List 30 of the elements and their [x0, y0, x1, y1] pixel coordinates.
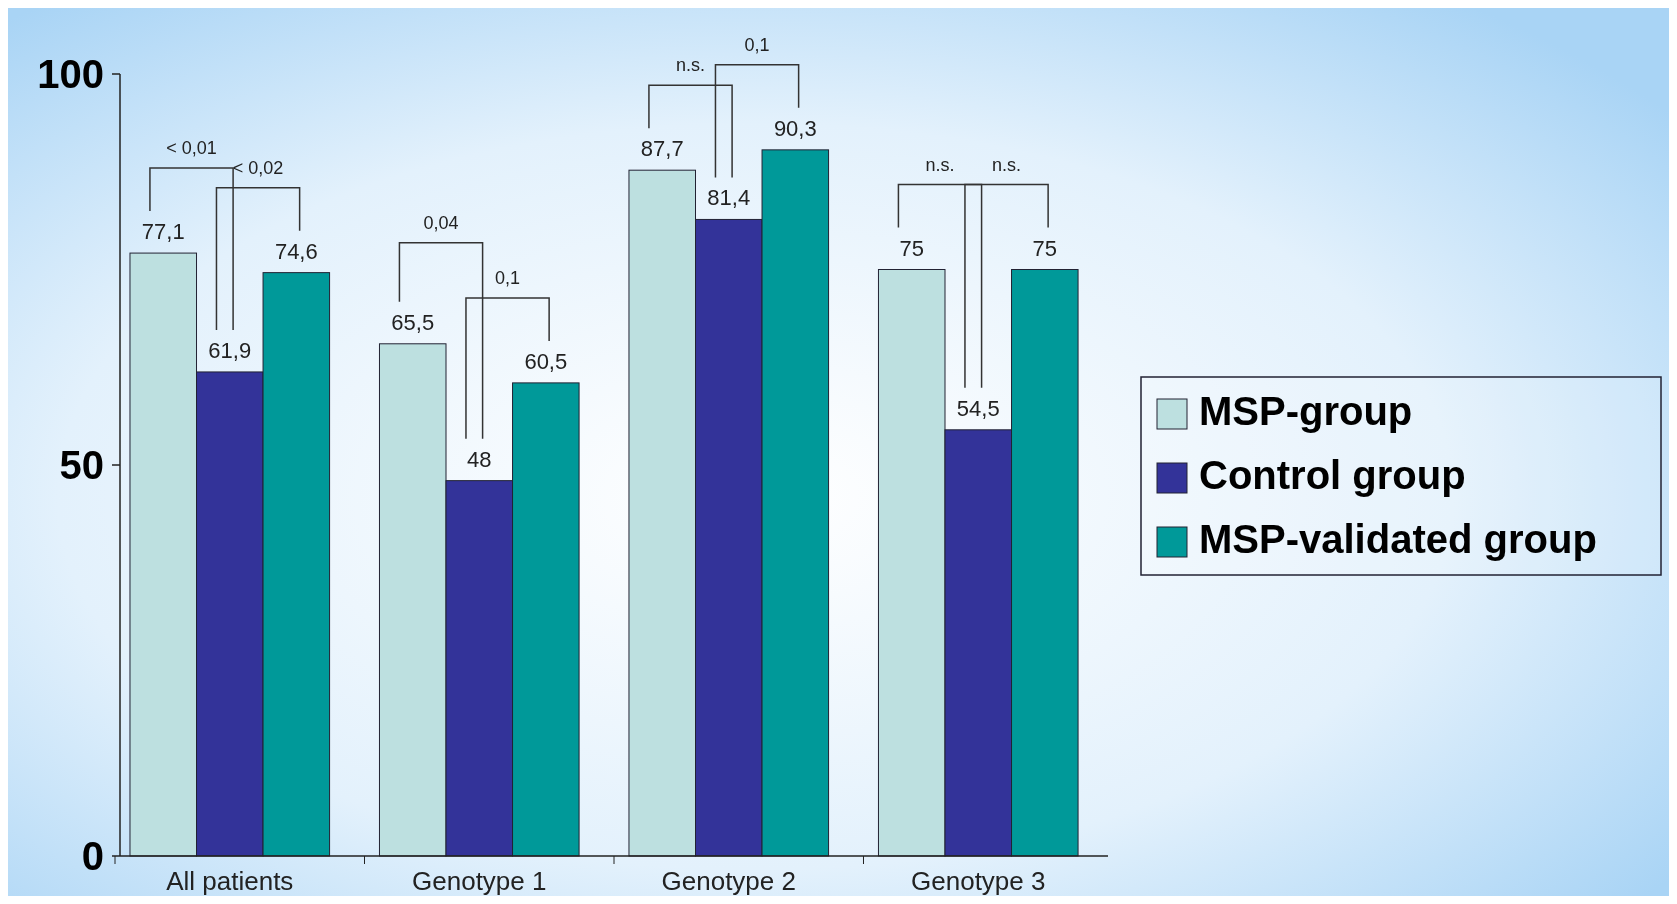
data-label: 77,1: [141, 219, 185, 245]
data-label: 65,5: [391, 309, 435, 335]
annotation: n.s.: [925, 154, 955, 175]
data-label: 54,5: [956, 395, 1000, 421]
annotation: 0,04: [423, 212, 459, 233]
annotation: < 0,02: [232, 157, 284, 178]
data-label: 81,4: [707, 185, 751, 211]
data-label: 60,5: [524, 348, 568, 374]
legend-label: Control group: [1199, 453, 1466, 497]
text: 0,1: [744, 34, 770, 55]
x-tick-label: All patients: [166, 866, 294, 896]
data-label: 90,3: [773, 115, 817, 141]
data-label: 74,6: [274, 238, 318, 264]
y-tick-label: 50: [59, 443, 104, 487]
annotation: n.s.: [676, 55, 706, 76]
data-label: 75: [899, 235, 924, 261]
legend-label: MSP-validated group: [1199, 517, 1597, 561]
annotation: < 0,01: [166, 138, 217, 159]
annotation: n.s.: [992, 154, 1022, 175]
x-tick-label: Genotype 1: [412, 866, 547, 896]
x-tick-label: Genotype 2: [661, 866, 796, 896]
data-label: 75: [1032, 235, 1058, 261]
x-tick-label: Genotype 3: [911, 866, 1046, 896]
legend-label: MSP-group: [1199, 389, 1413, 433]
data-label: 87,7: [640, 136, 684, 162]
annotation: 0,1: [495, 267, 521, 288]
data-label: 48: [467, 446, 492, 472]
data-label: 61,9: [208, 337, 252, 363]
y-tick-label: 100: [37, 52, 104, 96]
y-tick-label: 0: [81, 834, 104, 878]
